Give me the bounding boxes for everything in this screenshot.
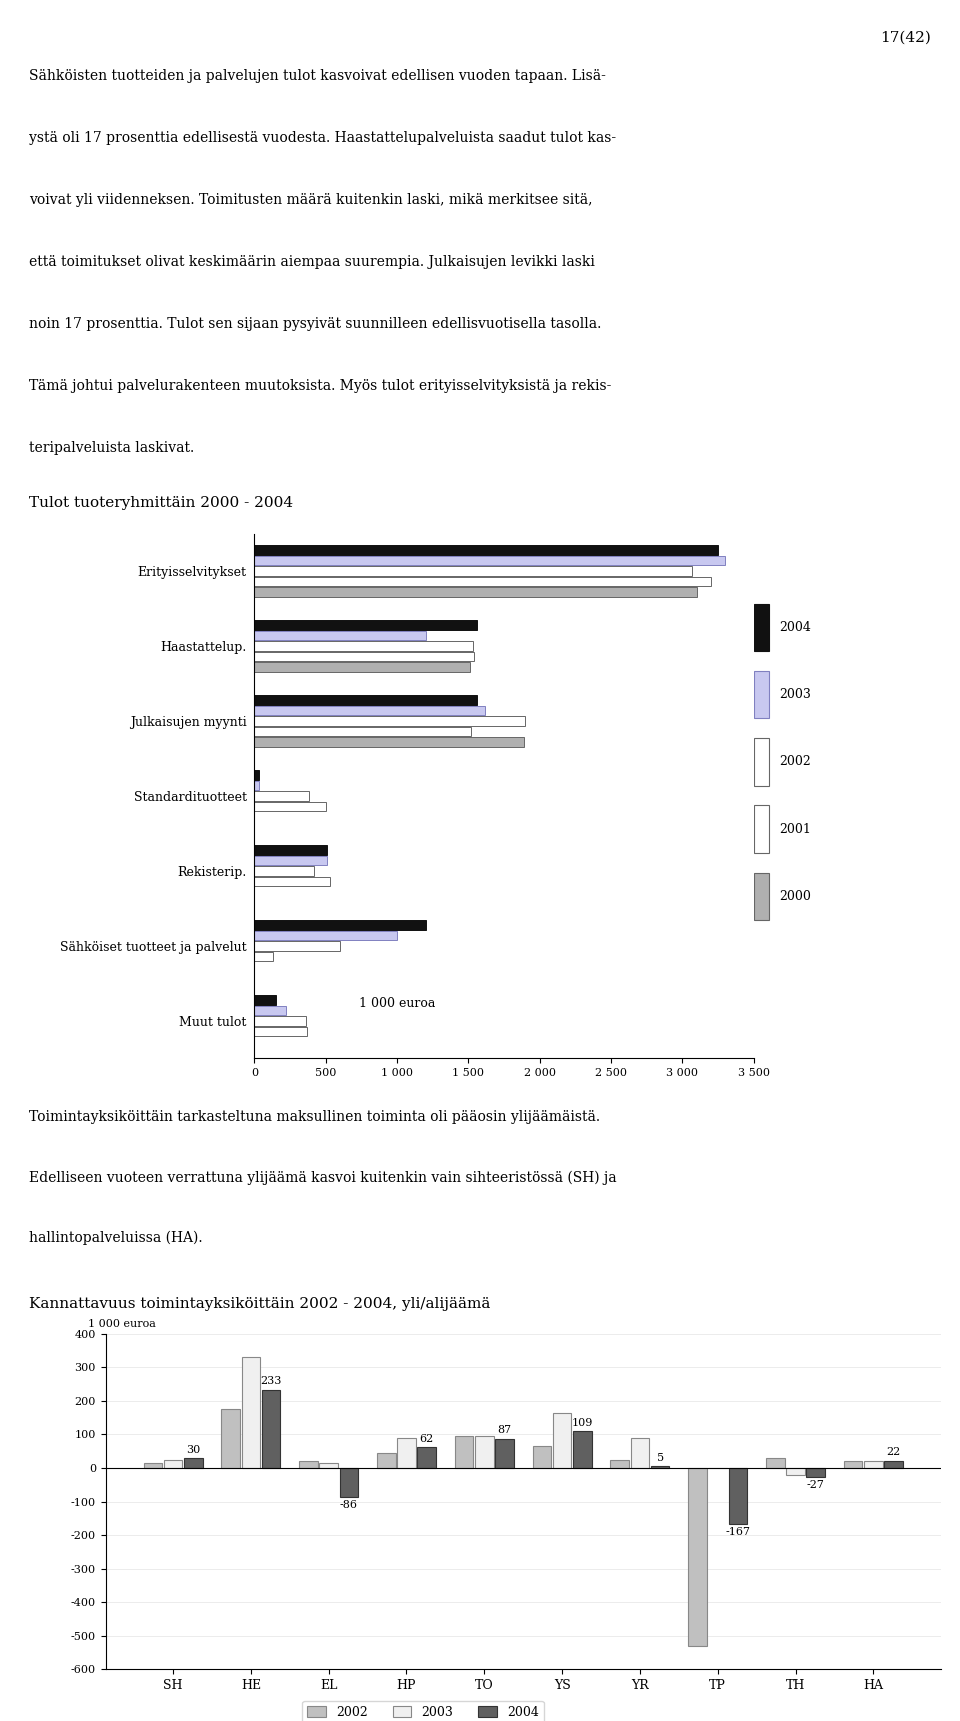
Bar: [418, 1447, 436, 1468]
Bar: [754, 738, 769, 785]
Bar: [754, 671, 769, 718]
Bar: [262, 1391, 280, 1468]
Bar: [495, 1439, 514, 1468]
Bar: [573, 1432, 591, 1468]
Text: -27: -27: [806, 1480, 825, 1490]
Text: 5: 5: [657, 1453, 663, 1463]
Bar: [254, 802, 325, 811]
Bar: [254, 921, 425, 929]
Text: 22: 22: [886, 1447, 900, 1458]
Text: että toimitukset olivat keskimäärin aiempaa suurempia. Julkaisujen levikki laski: että toimitukset olivat keskimäärin aiem…: [29, 255, 594, 268]
Bar: [254, 845, 327, 855]
Bar: [164, 1459, 182, 1468]
Bar: [254, 995, 276, 1005]
Text: 30: 30: [186, 1444, 201, 1454]
Legend: 2002, 2003, 2004: 2002, 2003, 2004: [302, 1700, 544, 1721]
Bar: [254, 737, 524, 747]
Bar: [300, 1461, 318, 1468]
Text: 17(42): 17(42): [880, 31, 931, 45]
Bar: [242, 1358, 260, 1468]
Bar: [254, 706, 486, 716]
Text: -86: -86: [340, 1501, 358, 1511]
Bar: [254, 556, 725, 564]
Text: voivat yli viidenneksen. Toimitusten määrä kuitenkin laski, mikä merkitsee sitä,: voivat yli viidenneksen. Toimitusten mää…: [29, 193, 592, 207]
Bar: [688, 1468, 707, 1645]
Bar: [254, 855, 327, 866]
Bar: [766, 1458, 784, 1468]
Bar: [254, 769, 258, 780]
Bar: [254, 630, 425, 640]
Bar: [254, 566, 692, 577]
Text: noin 17 prosenttia. Tulot sen sijaan pysyivät suunnilleen edellisvuotisella taso: noin 17 prosenttia. Tulot sen sijaan pys…: [29, 317, 601, 330]
Text: -167: -167: [726, 1528, 751, 1537]
Bar: [254, 620, 477, 630]
Bar: [320, 1463, 338, 1468]
Bar: [786, 1468, 804, 1475]
Text: 233: 233: [260, 1377, 282, 1387]
Bar: [222, 1409, 240, 1468]
Bar: [884, 1461, 902, 1468]
Bar: [254, 642, 472, 651]
Bar: [553, 1413, 571, 1468]
Bar: [184, 1458, 203, 1468]
Bar: [631, 1437, 649, 1468]
Text: 87: 87: [497, 1425, 512, 1435]
Text: Edelliseen vuoteen verrattuna ylijäämä kasvoi kuitenkin vain sihteeristössä (SH): Edelliseen vuoteen verrattuna ylijäämä k…: [29, 1170, 616, 1184]
Text: teripalveluista laskivat.: teripalveluista laskivat.: [29, 441, 194, 454]
Bar: [254, 1005, 286, 1015]
Bar: [611, 1459, 629, 1468]
Text: 2004: 2004: [780, 621, 811, 633]
Text: 1 000 euroa: 1 000 euroa: [87, 1318, 156, 1329]
Bar: [254, 663, 469, 671]
Bar: [254, 931, 397, 940]
Bar: [254, 952, 273, 962]
Text: ystä oli 17 prosenttia edellisestä vuodesta. Haastattelupalveluista saadut tulot: ystä oli 17 prosenttia edellisestä vuode…: [29, 131, 616, 145]
Text: Tulot tuoteryhmittäin 2000 - 2004: Tulot tuoteryhmittäin 2000 - 2004: [29, 496, 293, 511]
Bar: [254, 577, 710, 587]
Text: 2003: 2003: [780, 688, 811, 700]
Bar: [254, 781, 258, 790]
Text: Tämä johtui palvelurakenteen muutoksista. Myös tulot erityisselvityksistä ja rek: Tämä johtui palvelurakenteen muutoksista…: [29, 379, 612, 392]
Bar: [254, 546, 718, 554]
Bar: [254, 941, 340, 950]
Bar: [475, 1435, 493, 1468]
Text: 109: 109: [571, 1418, 593, 1428]
Bar: [254, 1027, 307, 1036]
Bar: [254, 792, 308, 800]
Text: Sähköisten tuotteiden ja palvelujen tulot kasvoivat edellisen vuoden tapaan. Lis: Sähköisten tuotteiden ja palvelujen tulo…: [29, 69, 606, 83]
Bar: [754, 604, 769, 651]
Bar: [254, 716, 525, 726]
Bar: [533, 1446, 551, 1468]
Bar: [455, 1435, 473, 1468]
Text: 2002: 2002: [780, 756, 811, 768]
Bar: [806, 1468, 825, 1477]
Bar: [844, 1461, 862, 1468]
Bar: [254, 866, 314, 876]
Text: 1 000 euroa: 1 000 euroa: [359, 996, 435, 1010]
Bar: [754, 873, 769, 921]
Bar: [144, 1463, 162, 1468]
Text: hallintopalveluissa (HA).: hallintopalveluissa (HA).: [29, 1231, 203, 1244]
Text: 2000: 2000: [780, 890, 811, 904]
Bar: [377, 1453, 396, 1468]
Bar: [729, 1468, 747, 1525]
Bar: [254, 652, 474, 661]
Bar: [254, 587, 697, 597]
Bar: [397, 1437, 416, 1468]
Bar: [254, 876, 330, 886]
Bar: [864, 1461, 882, 1468]
Bar: [254, 695, 477, 706]
Text: Toimintayksiköittäin tarkasteltuna maksullinen toiminta oli pääosin ylijäämäistä: Toimintayksiköittäin tarkasteltuna maksu…: [29, 1110, 600, 1124]
Bar: [340, 1468, 358, 1497]
Text: 2001: 2001: [780, 823, 811, 836]
Bar: [754, 805, 769, 854]
Text: Kannattavuus toimintayksiköittäin 2002 - 2004, yli/alijäämä: Kannattavuus toimintayksiköittäin 2002 -…: [29, 1296, 491, 1311]
Bar: [254, 1015, 305, 1026]
Text: 62: 62: [420, 1434, 434, 1444]
Bar: [254, 726, 471, 737]
